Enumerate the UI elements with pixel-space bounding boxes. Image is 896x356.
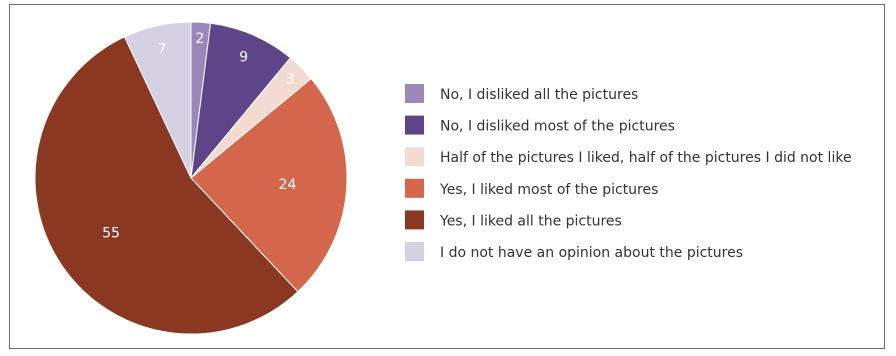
pie-slice-6 — [123, 21, 192, 179]
slice-labels: 2 9 3 24 55 7 — [102, 31, 297, 241]
pie-slice-5 — [34, 36, 299, 335]
legend-swatch-4 — [405, 178, 424, 198]
slice-value-label-2: 9 — [239, 49, 248, 65]
legend-label-2: No, I disliked most of the pictures — [440, 119, 675, 135]
slice-value-label-4: 24 — [279, 177, 297, 193]
legend-swatch-1 — [405, 84, 424, 103]
slice-value-label-5: 55 — [102, 225, 120, 241]
legend-label-3: Half of the pictures I liked, half of th… — [440, 150, 852, 166]
pie-slices — [34, 21, 348, 335]
legend-label-1: No, I disliked all the pictures — [440, 87, 638, 103]
pie-slice-2 — [190, 22, 292, 180]
legend: No, I disliked all the pictures No, I dis… — [405, 84, 852, 261]
slice-value-label-1: 2 — [195, 31, 204, 47]
slice-value-label-3: 3 — [286, 72, 295, 88]
legend-label-5: Yes, I liked all the pictures — [439, 213, 622, 229]
pie-slice-4 — [190, 77, 348, 293]
slice-value-label-6: 7 — [158, 42, 167, 58]
legend-swatch-2 — [405, 115, 424, 135]
legend-label-4: Yes, I liked most of the pictures — [439, 182, 658, 198]
legend-swatch-3 — [405, 147, 424, 167]
legend-swatch-5 — [405, 210, 424, 230]
legend-swatch-6 — [405, 242, 424, 261]
legend-label-6: I do not have an opinion about the pictu… — [440, 245, 743, 261]
